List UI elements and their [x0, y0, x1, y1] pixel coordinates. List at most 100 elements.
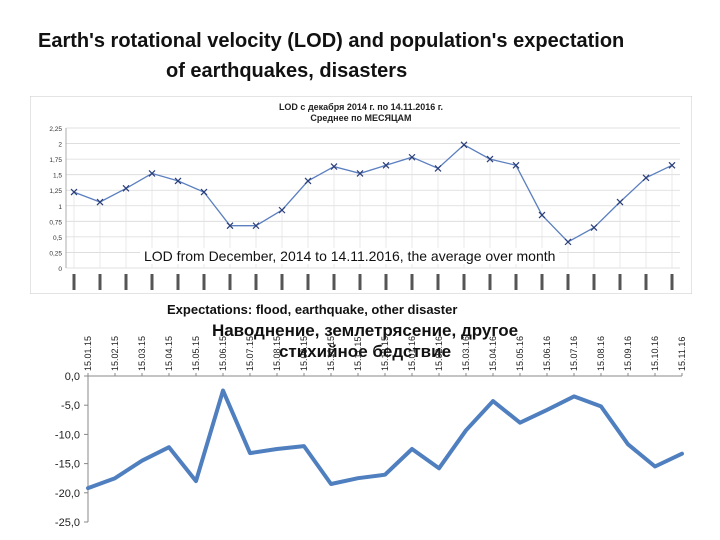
expectations-x-tick-label: 15.04.16 [488, 336, 498, 371]
lod-point [304, 177, 312, 185]
lod-point [382, 161, 390, 169]
lod-y-tick-label: 1,25 [49, 188, 62, 195]
lod-y-tick-label: 0 [58, 266, 62, 273]
lod-point [174, 177, 182, 185]
expectations-y-tick-label: -5,0 [61, 400, 80, 412]
expectations-chart: Наводнение, землетрясение, другое стихий… [55, 321, 687, 529]
lod-x-tick-mark [124, 274, 128, 290]
lod-y-ticks: 0 0,25 0,5 0,75 1 1,25 1,5 1,75 2 2,25 [49, 126, 62, 273]
lod-x-tick-mark [72, 274, 76, 290]
lod-x-tick-mark [592, 274, 596, 290]
lod-point [252, 222, 260, 230]
lod-x-tick-mark [176, 274, 180, 290]
lod-x-tick-mark [150, 274, 154, 290]
lod-x-tick-mark [254, 274, 258, 290]
lod-y-tick-label: 0,5 [53, 235, 62, 242]
lod-point [408, 153, 416, 161]
expectations-x-tick-label: 15.07.15 [245, 336, 255, 371]
lod-point [590, 224, 598, 231]
lod-point [356, 169, 364, 177]
expectations-x-tick-label: 15.06.15 [218, 336, 228, 371]
lod-x-tick-mark [462, 274, 466, 290]
lod-y-tick-label: 1,5 [53, 173, 62, 180]
lod-x-tick-mark [306, 274, 310, 290]
expectations-x-tick-label: 15.11.15 [353, 337, 363, 371]
expectations-x-tick-label: 15.03.15 [137, 336, 147, 371]
expectations-y-tick-label: -10,0 [55, 429, 80, 441]
lod-point [486, 155, 494, 163]
lod-x-tick-mark [436, 274, 440, 290]
lod-chart-title: LOD с декабря 2014 г. по 14.11.2016 г. [279, 102, 443, 112]
expectations-chart-title-line1: Наводнение, землетрясение, другое [212, 321, 518, 340]
lod-point [148, 169, 156, 177]
lod-x-tick-mark [540, 274, 544, 290]
lod-point [70, 188, 78, 196]
lod-point [642, 174, 650, 182]
lod-y-tick-label: 2 [58, 142, 62, 149]
expectations-x-tick-label: 15.08.16 [596, 336, 606, 371]
expectations-x-ticks: 15.01.15 15.02.15 15.03.15 15.04.15 15.05.15… [83, 336, 687, 371]
slide-title-line2: of earthquakes, disasters [166, 60, 408, 82]
slide-title-line1: Earth's rotational velocity (LOD) and po… [38, 30, 625, 52]
lod-points [70, 141, 676, 246]
lod-y-tick-label: 1 [58, 204, 62, 211]
lod-x-tick-mark [98, 274, 102, 290]
lod-point [122, 184, 130, 192]
expectations-y-ticks: 0,0 -5,0 -10,0 -15,0 -20,0 -25,0 [55, 371, 80, 529]
lod-x-tick-mark [384, 274, 388, 290]
expectations-x-tick-label: 15.06.16 [542, 336, 552, 371]
expectations-x-tick-label: 15.10.16 [650, 336, 660, 371]
expectations-y-tick-label: -20,0 [55, 488, 80, 500]
lod-y-tick-label: 1,75 [49, 157, 62, 164]
lod-point [278, 206, 286, 214]
lod-overlay-caption: LOD from December, 2014 to 14.11.2016, t… [140, 248, 560, 264]
lod-point [512, 161, 520, 169]
expectations-axes [84, 373, 683, 523]
lod-point [564, 238, 572, 246]
expectations-x-tick-label: 15.07.16 [569, 336, 579, 371]
expectations-x-tick-label: 15.12.15 [380, 336, 390, 371]
lod-y-tick-label: 0,25 [49, 250, 62, 257]
expectations-x-tick-label: 15.09.16 [623, 336, 633, 371]
lod-chart: LOD с декабря 2014 г. по 14.11.2016 г. С… [30, 96, 692, 294]
lod-point [434, 165, 442, 172]
expectations-y-tick-label: -15,0 [55, 459, 80, 471]
lod-x-tick-mark [488, 274, 492, 290]
lod-x-tick-mark [670, 274, 674, 290]
lod-y-tick-label: 0,75 [49, 219, 62, 226]
lod-point [460, 141, 468, 149]
lod-point [226, 222, 234, 230]
lod-point [330, 163, 338, 171]
lod-chart-subtitle: Среднее по МЕСЯЦАМ [310, 113, 411, 123]
expectations-x-tick-label: 15.10.15 [326, 336, 336, 371]
lod-series-line [73, 144, 673, 243]
lod-x-tick-mark [514, 274, 518, 290]
expectations-x-tick-label: 15.05.15 [191, 336, 201, 371]
expectations-x-tick-label: 15.02.16 [434, 336, 444, 371]
lod-x-tick-mark [280, 274, 284, 290]
lod-x-tick-mark [358, 274, 362, 290]
lod-x-tick-mark [566, 274, 570, 290]
lod-x-tick-mark [202, 274, 206, 290]
expectations-x-tick-label: 15.01.15 [83, 336, 93, 371]
lod-x-tick-mark [410, 274, 414, 290]
expectations-series-line [86, 388, 684, 491]
expectations-x-tick-label: 15.11.16 [677, 337, 687, 371]
lod-point [668, 161, 676, 169]
lod-point [200, 188, 208, 196]
lod-point [96, 198, 104, 206]
expectations-x-tick-label: 15.09.15 [299, 336, 309, 371]
expectations-x-tick-label: 15.01.16 [407, 336, 417, 371]
expectations-x-tick-label: 15.03.16 [461, 336, 471, 371]
lod-point [538, 211, 546, 219]
lod-x-tick-mark [228, 274, 232, 290]
expectations-x-tick-label: 15.08.15 [272, 336, 282, 371]
expectations-caption: Expectations: flood, earthquake, other d… [167, 302, 458, 317]
expectations-x-tick-label: 15.02.15 [110, 336, 120, 371]
lod-point [616, 198, 624, 206]
lod-x-tick-mark [618, 274, 622, 290]
expectations-y-tick-label: 0,0 [65, 371, 80, 383]
expectations-x-tick-label: 15.05.16 [515, 336, 525, 371]
lod-x-tick-mark [332, 274, 336, 290]
expectations-x-tick-label: 15.04.15 [164, 336, 174, 371]
